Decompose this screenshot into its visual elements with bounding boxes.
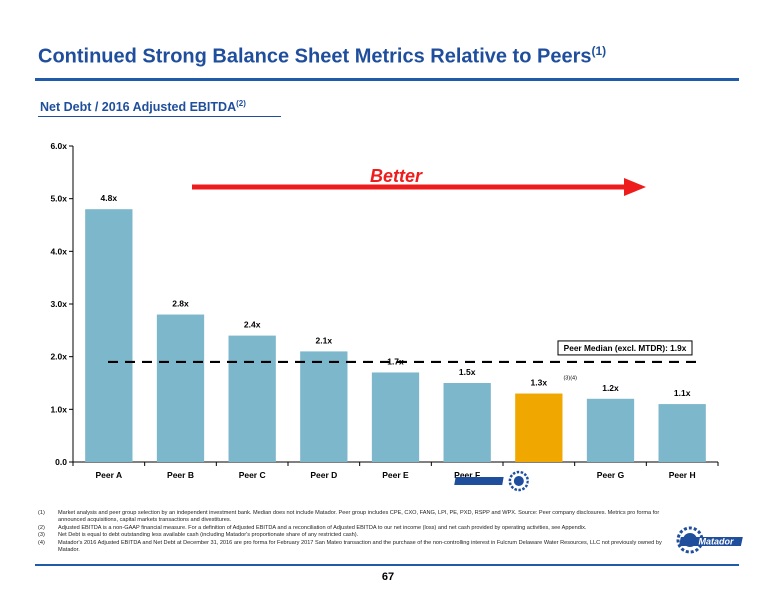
- better-annotation: Better: [370, 166, 423, 186]
- svg-text:Matador: Matador: [698, 537, 734, 547]
- footnote-number: (2): [38, 524, 45, 531]
- x-tick-label: Peer H: [669, 470, 696, 480]
- footnote-text: Matador's 2016 Adjusted EBITDA and Net D…: [58, 539, 662, 554]
- y-tick-label: 4.0x: [50, 246, 67, 256]
- footnote-text: Net Debt is equal to debt outstanding le…: [58, 532, 359, 539]
- x-tick-label: Peer G: [597, 470, 625, 480]
- y-tick-label: 3.0x: [50, 299, 67, 309]
- bar-peer-e: [371, 372, 420, 462]
- subtitle-underline: [38, 116, 281, 117]
- bar-value-label: 1.7x: [387, 356, 404, 366]
- footnote-3: (3) Net Debt is equal to debt outstanding…: [38, 532, 678, 539]
- x-tick-label: Peer E: [382, 470, 409, 480]
- footnote-number: (1): [38, 510, 45, 516]
- x-tick-label: Peer F: [454, 470, 480, 480]
- x-tick-label: Peer D: [310, 470, 337, 480]
- chart-subtitle: Net Debt / 2016 Adjusted EBITDA(2): [40, 99, 246, 115]
- y-tick-label: 1.0x: [50, 404, 67, 414]
- bar-value-label: 1.2x: [602, 383, 619, 393]
- bar-peer-c: [228, 335, 276, 462]
- y-tick-label: 0.0: [55, 457, 67, 467]
- peer-median-box: [557, 340, 693, 356]
- matador-category-logo: [454, 470, 530, 492]
- bar-value-label: 2.8x: [172, 299, 189, 309]
- x-tick-label: Peer C: [239, 470, 266, 480]
- bar-peer-b: [156, 314, 205, 462]
- matador-category-logo-text: Matador: [528, 477, 558, 486]
- bar-peer-a: [85, 209, 133, 462]
- better-arrow-head: [624, 178, 646, 196]
- footnote-number: (3): [38, 532, 45, 539]
- y-tick-label: 2.0x: [50, 352, 67, 362]
- footnote-number: (4): [38, 539, 45, 546]
- header-rule: [35, 78, 739, 81]
- footnote-2: (2) Adjusted EBITDA is a non-GAAP financi…: [38, 525, 678, 532]
- y-tick-label: 6.0x: [50, 141, 67, 151]
- bar-peer-d: [300, 351, 348, 462]
- bar-peer-g: [586, 398, 635, 462]
- footnote-text: Adjusted EBITDA is a non-GAAP financial …: [58, 524, 587, 531]
- bar-peer-h: [658, 404, 706, 462]
- peer-median-label: Peer Median (excl. MTDR): 1.9x: [564, 343, 687, 353]
- bar-value-label: 1.1x: [674, 388, 691, 398]
- bar-value-label: 1.5x: [459, 367, 476, 377]
- bar-peer-f: [443, 383, 491, 462]
- bar-value-label: 2.4x: [244, 320, 261, 330]
- bar-value-label: 1.3x: [531, 378, 548, 388]
- page-title: Continued Strong Balance Sheet Metrics R…: [38, 44, 607, 68]
- page-number: 67: [381, 571, 395, 583]
- footnote-1: (1) Market analysis and peer group select…: [38, 510, 678, 525]
- x-tick-label: Peer A: [96, 470, 123, 480]
- footnote-4: (4) Matador's 2016 Adjusted EBITDA and Ne…: [38, 540, 678, 555]
- bar-value-label: 4.8x: [101, 193, 118, 203]
- bar-chart: 0.0 1.0x 2.0x 3.0x 4.0x 5.0x 6.0x 4.8x Peer A 2.8…: [50, 141, 719, 492]
- bar-matador: [515, 393, 563, 462]
- x-tick-label: Peer B: [167, 470, 194, 480]
- footnote-text: Market analysis and peer group selection…: [58, 510, 660, 524]
- footnotes: (1) Market analysis and peer group select…: [38, 510, 678, 554]
- y-tick-label: 5.0x: [50, 194, 67, 204]
- matador-footnote-ref: (3)(4): [563, 376, 577, 382]
- footer-rule: [35, 564, 739, 566]
- bar-value-label: 2.1x: [316, 335, 333, 345]
- matador-logo: Matador: [676, 526, 743, 554]
